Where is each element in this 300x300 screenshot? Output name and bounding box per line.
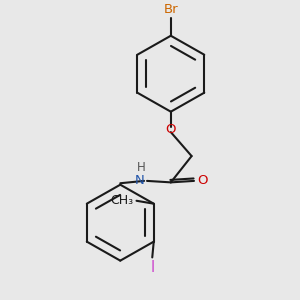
Text: I: I — [150, 260, 154, 275]
Text: Br: Br — [164, 4, 178, 16]
Text: O: O — [166, 123, 176, 136]
Text: H: H — [137, 160, 146, 174]
Text: CH₃: CH₃ — [110, 194, 134, 207]
Text: O: O — [198, 174, 208, 188]
Text: N: N — [135, 174, 145, 188]
